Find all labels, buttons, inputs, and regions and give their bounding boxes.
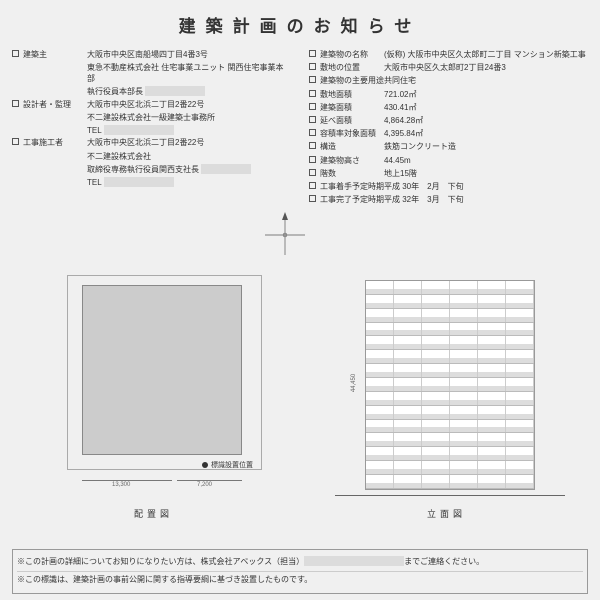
redacted bbox=[304, 556, 404, 566]
owner-line-0: 大阪市中央区南船場四丁目4番3号 bbox=[87, 49, 291, 60]
site-plan: 13,300 7,200 標識設置位置 配置図 bbox=[12, 270, 295, 520]
contractor-line-1: 不二建設株式会社 bbox=[87, 151, 291, 162]
marker-label: 標識設置位置 bbox=[202, 460, 253, 470]
spec-value: 大阪市中央区久太郎町2丁目24番3 bbox=[384, 62, 588, 73]
spec-label: 建築物の主要用途 bbox=[320, 76, 384, 85]
spec-label: 建築物の名称 bbox=[320, 50, 368, 59]
spec-value: 721.02㎡ bbox=[384, 89, 588, 100]
elev-label: 立面図 bbox=[305, 507, 588, 520]
spec-value: 鉄筋コンクリート造 bbox=[384, 141, 588, 152]
spec-value: 平成 30年 2月 下旬 bbox=[384, 181, 588, 192]
contractor-line-2: 取締役専務執行役員関西支社長 bbox=[87, 165, 199, 174]
elevation: 44,450 立面図 bbox=[305, 270, 588, 520]
spec-label: 階数 bbox=[320, 169, 336, 178]
spec-value: 430.41㎡ bbox=[384, 102, 588, 113]
contractor-line-3: TEL bbox=[87, 178, 101, 187]
page-title: 建築計画のお知らせ bbox=[12, 12, 588, 37]
spec-label: 建築物高さ bbox=[320, 156, 360, 165]
info-columns: 建築主 大阪市中央区南船場四丁目4番3号 東急不動産株式会社 住宅事業ユニット 関… bbox=[12, 49, 588, 207]
designer-line-0: 大阪市中央区北浜二丁目2番22号 bbox=[87, 99, 291, 110]
footer-line-2: ※この標識は、建築計画の事前公開に関する指導要綱に基づき設置したものです。 bbox=[17, 572, 583, 589]
spec-value: (仮称) 大阪市中央区久太郎町二丁目 マンション新築工事 bbox=[384, 49, 588, 60]
right-column: 建築物の名称 (仮称) 大阪市中央区久太郎町二丁目 マンション新築工事敷地の位置 大… bbox=[309, 49, 588, 207]
footer: ※この計画の詳細についてお知りになりたい方は、株式会社アベックス（担当） までご連… bbox=[12, 549, 588, 594]
redacted bbox=[201, 164, 251, 174]
designer-line-1: 不二建設株式会社一級建築士事務所 bbox=[87, 112, 291, 123]
spec-label: 工事完了予定時期 bbox=[320, 195, 384, 204]
redacted bbox=[104, 177, 174, 187]
owner-label: 建築主 bbox=[23, 50, 47, 59]
spec-value: 共同住宅 bbox=[384, 75, 588, 86]
designer-label: 設計者・監理 bbox=[23, 100, 71, 109]
compass-icon bbox=[260, 210, 310, 260]
contractor-line-0: 大阪市中央区北浜二丁目2番22号 bbox=[87, 137, 291, 148]
owner-line-1: 東急不動産株式会社 住宅事業ユニット 関西住宅事業本部 bbox=[87, 62, 291, 84]
spec-label: 構造 bbox=[320, 142, 336, 151]
spec-value: 平成 32年 3月 下旬 bbox=[384, 194, 588, 205]
spec-label: 建築面積 bbox=[320, 103, 352, 112]
spec-label: 敷地の位置 bbox=[320, 63, 360, 72]
spec-value: 4,864.28㎡ bbox=[384, 115, 588, 126]
spec-label: 工事着手予定時期 bbox=[320, 182, 384, 191]
spec-label: 敷地面積 bbox=[320, 90, 352, 99]
owner-line-2: 執行役員本部長 bbox=[87, 87, 143, 96]
redacted bbox=[145, 86, 205, 96]
footer-line-1a: ※この計画の詳細についてお知りになりたい方は、株式会社アベックス（担当） bbox=[17, 557, 304, 566]
redacted bbox=[104, 125, 174, 135]
spec-label: 延べ面積 bbox=[320, 116, 352, 125]
diagrams-area: 13,300 7,200 標識設置位置 配置図 44,450 立面図 bbox=[12, 270, 588, 520]
spec-value: 4,395.84㎡ bbox=[384, 128, 588, 139]
spec-value: 44.45m bbox=[384, 155, 588, 166]
plan-label: 配置図 bbox=[12, 507, 295, 520]
contractor-label: 工事施工者 bbox=[23, 138, 63, 147]
footer-line-1b: までご連絡ください。 bbox=[404, 557, 484, 566]
designer-line-2: TEL bbox=[87, 126, 101, 135]
spec-value: 地上15階 bbox=[384, 168, 588, 179]
spec-label: 容積率対象面積 bbox=[320, 129, 376, 138]
left-column: 建築主 大阪市中央区南船場四丁目4番3号 東急不動産株式会社 住宅事業ユニット 関… bbox=[12, 49, 291, 207]
